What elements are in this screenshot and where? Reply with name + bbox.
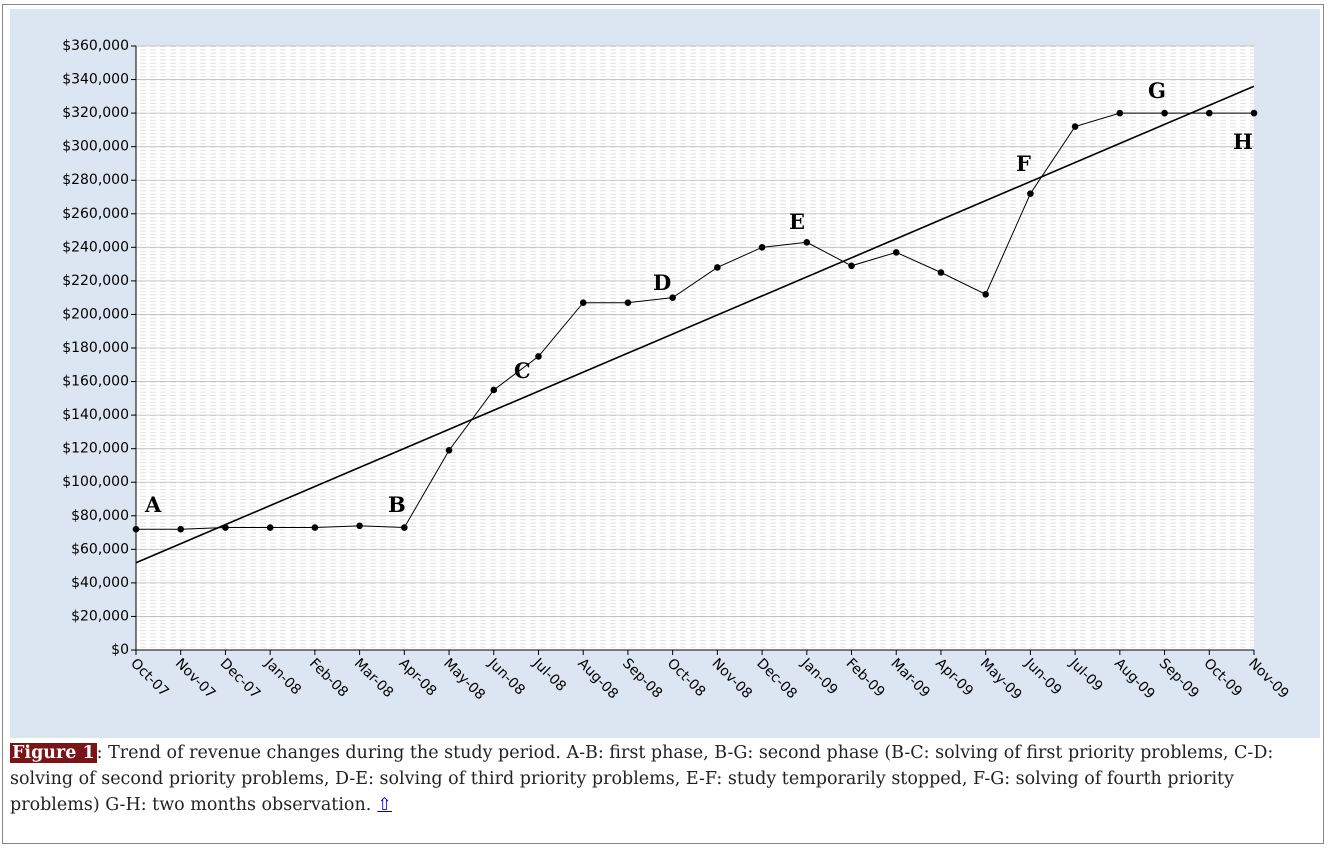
chart: $0 $20,000 $40,000 $60,000 $80,000 $100,000 $1…: [10, 9, 1320, 738]
data-line: [136, 112, 1254, 530]
y-tick-label: $360,000: [62, 38, 129, 54]
data-point: [579, 299, 587, 307]
data-point: [535, 353, 542, 360]
y-tick-label: $320,000: [62, 105, 129, 121]
y-tick-label: $100,000: [62, 474, 129, 490]
data-point: [1250, 109, 1258, 117]
data-point: [714, 264, 721, 271]
y-tick-label: $140,000: [62, 407, 129, 423]
annotation: A: [144, 492, 162, 517]
back-link[interactable]: ⇧: [377, 795, 392, 815]
figure-label: Figure 1: [10, 743, 97, 763]
y-tick-label: $20,000: [71, 608, 129, 624]
annotation: E: [789, 209, 805, 234]
annotation: F: [1016, 151, 1031, 176]
annotation: D: [653, 270, 671, 295]
trend-line: [135, 85, 1255, 564]
y-tick-label: $240,000: [62, 239, 129, 255]
y-tick-label: $220,000: [62, 273, 129, 289]
y-tick-label: $120,000: [62, 441, 129, 457]
data-point: [937, 269, 945, 276]
y-tick-label: $340,000: [62, 72, 129, 88]
y-tick-label: $180,000: [62, 340, 129, 356]
data-point: [445, 447, 453, 454]
data-point: [982, 291, 989, 298]
data-point: [624, 299, 632, 307]
y-tick-label: $300,000: [62, 139, 129, 155]
y-tick-label: $200,000: [62, 306, 129, 322]
data-point: [669, 294, 676, 301]
data-point: [1027, 190, 1034, 197]
data-point: [311, 524, 319, 531]
y-tick-label: $0: [111, 642, 129, 658]
annotation: B: [388, 492, 406, 517]
data-point: [490, 386, 498, 394]
data-point: [1161, 109, 1168, 117]
data-point: [401, 524, 408, 531]
data-point: [222, 524, 229, 531]
annotation: C: [514, 358, 531, 383]
caption-text: : Trend of revenue changes during the st…: [10, 743, 1274, 815]
data-point: [132, 525, 140, 533]
y-tick-label: $80,000: [71, 508, 129, 524]
data-point: [803, 239, 811, 246]
y-tick-label: $160,000: [62, 374, 129, 390]
data-point: [177, 525, 185, 533]
annotation: G: [1148, 78, 1166, 103]
data-point: [892, 249, 900, 256]
data-point: [1116, 109, 1124, 117]
annotation: H: [1233, 129, 1253, 154]
y-tick-label: $60,000: [71, 541, 129, 557]
y-tick-label: $40,000: [71, 575, 129, 591]
y-tick-label: $280,000: [62, 172, 129, 188]
y-tick-label: $260,000: [62, 206, 129, 222]
data-point: [1071, 123, 1079, 130]
data-point: [266, 524, 274, 531]
data-point: [356, 522, 363, 530]
caption: Figure 1: Trend of revenue changes durin…: [10, 740, 1315, 818]
data-point: [758, 244, 766, 251]
data-point: [1205, 109, 1213, 117]
figure-frame: [2, 4, 1324, 844]
data-point: [848, 262, 855, 270]
